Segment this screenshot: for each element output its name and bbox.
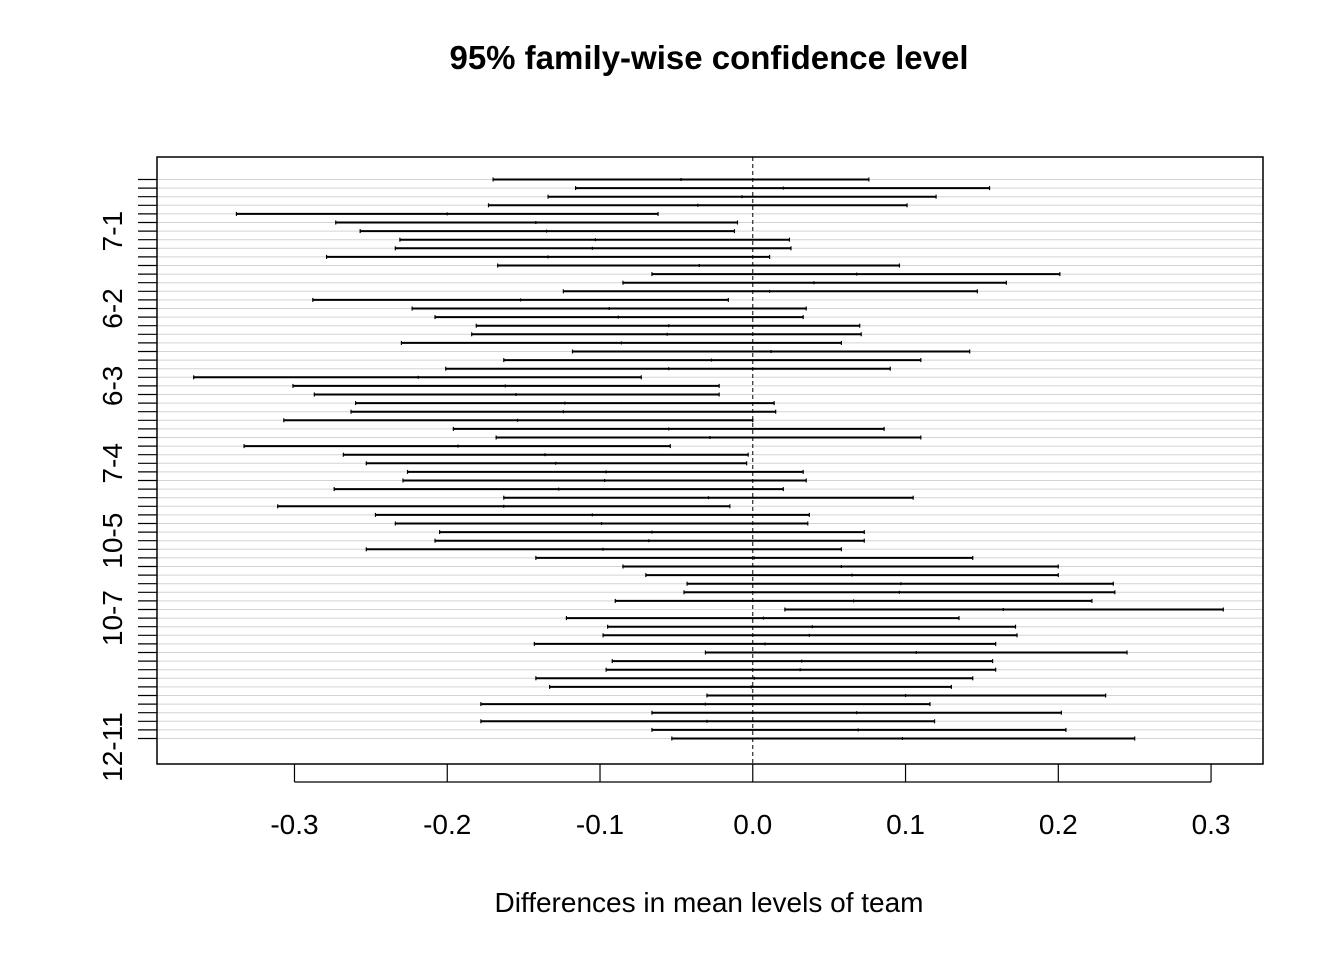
- interval: [651, 727, 1067, 732]
- interval: [607, 624, 1017, 629]
- interval: [452, 426, 885, 431]
- interval: [535, 555, 974, 560]
- y-tick-label: 12-11: [97, 712, 128, 782]
- y-tick-label: 10-7: [97, 590, 128, 646]
- interval: [614, 598, 1093, 603]
- interval: [374, 512, 810, 517]
- y-axis: 7-1 6-2 6-3 7-4 10-5 10-7 12-11: [97, 178, 157, 782]
- x-tick-label: 0.3: [1192, 809, 1231, 840]
- x-tick-label: 0.1: [886, 809, 925, 840]
- interval: [480, 719, 936, 724]
- interval: [547, 194, 937, 199]
- interval: [333, 487, 784, 492]
- interval: [704, 650, 1128, 655]
- interval: [671, 736, 1136, 741]
- y-tick-label: 7-1: [97, 211, 128, 251]
- interval: [784, 607, 1224, 612]
- interval: [411, 306, 807, 311]
- grid-lines: [157, 179, 1263, 739]
- interval: [471, 332, 862, 337]
- interval: [475, 323, 861, 328]
- interval: [548, 684, 952, 689]
- interval: [611, 659, 994, 664]
- interval: [535, 676, 974, 681]
- interval: [651, 710, 1062, 715]
- interval: [706, 693, 1107, 698]
- y-tick-label: 6-3: [97, 366, 128, 406]
- interval: [235, 211, 659, 216]
- x-tick-label: -0.1: [576, 809, 624, 840]
- interval: [622, 280, 1007, 285]
- interval: [365, 547, 842, 552]
- interval: [312, 297, 729, 302]
- interval: [402, 478, 807, 483]
- plot-frame: [156, 156, 1264, 765]
- interval: [342, 452, 749, 457]
- interval: [325, 254, 771, 259]
- x-tick-label: 0.2: [1039, 809, 1078, 840]
- interval: [359, 229, 736, 234]
- interval: [394, 521, 809, 526]
- interval: [283, 418, 754, 423]
- interval: [277, 504, 731, 509]
- interval: [492, 177, 870, 182]
- interval: [335, 220, 739, 225]
- x-tick-label: 0.0: [733, 809, 772, 840]
- interval: [622, 564, 1059, 569]
- interval: [350, 409, 777, 414]
- y-tick-label: 6-2: [97, 288, 128, 328]
- interval: [602, 633, 1018, 638]
- interval: [406, 469, 804, 474]
- x-axis-label: Differences in mean levels of team: [494, 887, 923, 918]
- interval: [645, 573, 1059, 578]
- x-tick-label: -0.2: [423, 809, 471, 840]
- interval: [394, 246, 792, 251]
- interval: [487, 203, 908, 208]
- interval: [365, 461, 748, 466]
- x-tick-label: -0.3: [270, 809, 318, 840]
- interval: [503, 495, 914, 500]
- interval-series: [193, 177, 1224, 741]
- interval: [686, 581, 1114, 586]
- interval: [571, 349, 971, 354]
- interval: [400, 340, 842, 345]
- interval: [399, 237, 791, 242]
- interval: [565, 616, 960, 621]
- interval: [503, 358, 922, 363]
- y-tick-label: 10-5: [97, 513, 128, 569]
- x-axis: -0.3 -0.2 -0.1 0.0 0.1 0.2 0.3: [270, 764, 1231, 840]
- interval: [439, 530, 865, 535]
- interval: [533, 641, 997, 646]
- chart-title: 95% family-wise confidence level: [449, 39, 968, 76]
- interval: [434, 315, 804, 320]
- interval: [497, 263, 901, 268]
- interval: [651, 272, 1061, 277]
- interval: [605, 667, 997, 672]
- interval: [193, 375, 642, 380]
- interval: [480, 702, 931, 707]
- interval: [292, 383, 720, 388]
- interval: [434, 538, 865, 543]
- interval: [562, 289, 978, 294]
- interval: [574, 186, 991, 191]
- interval: [495, 435, 922, 440]
- interval: [683, 590, 1116, 595]
- interval: [243, 444, 671, 449]
- y-tick-label: 7-4: [97, 443, 128, 483]
- interval: [313, 392, 720, 397]
- interval: [445, 366, 891, 371]
- interval: [354, 401, 775, 406]
